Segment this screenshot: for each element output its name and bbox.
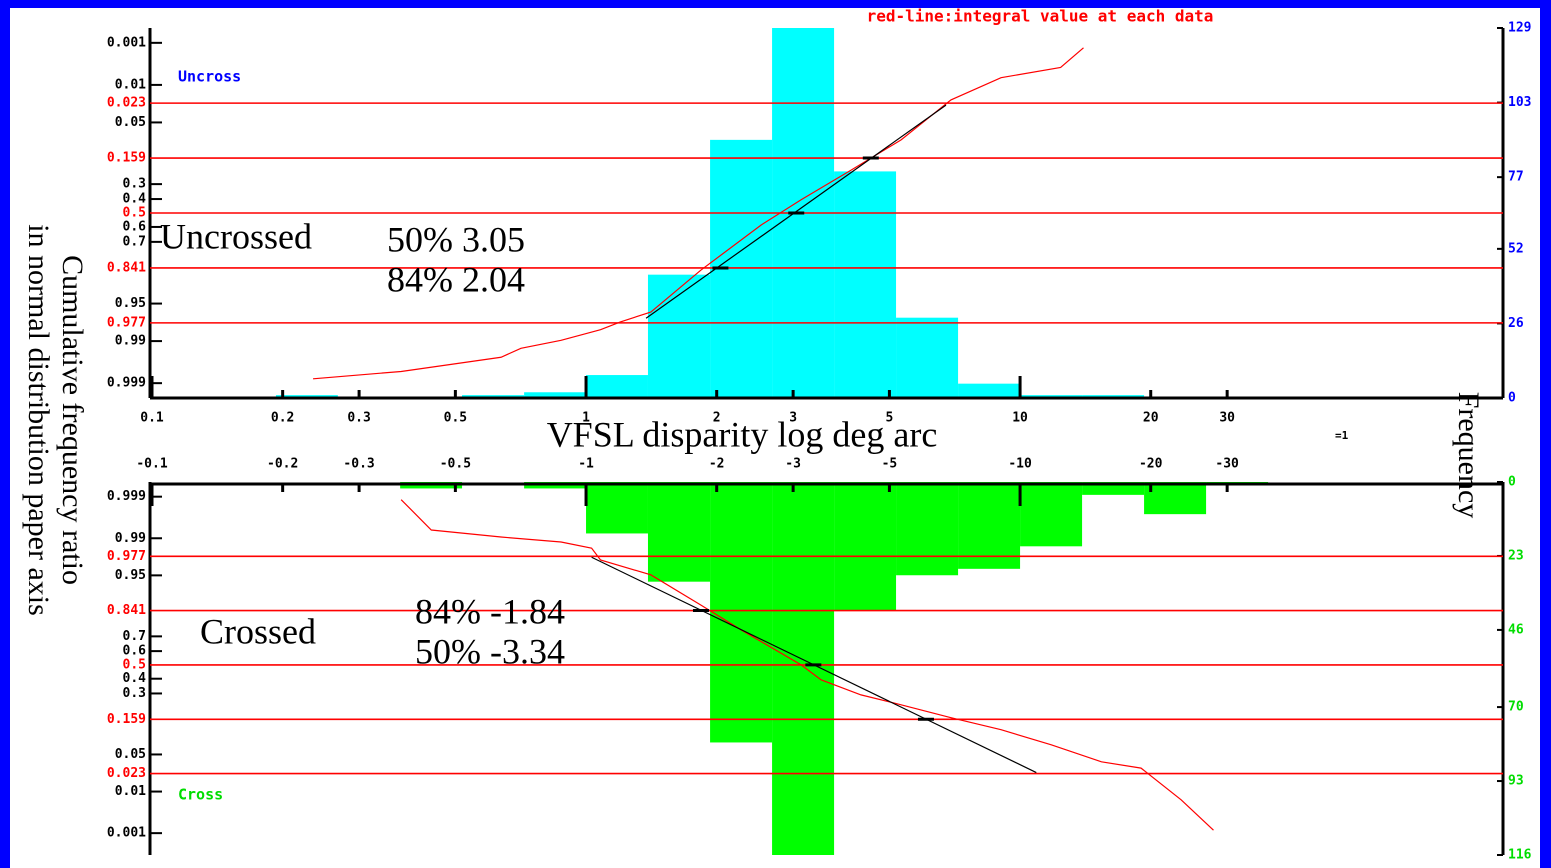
x-tick-label: -0.3	[343, 457, 374, 472]
reference-label: 0.841	[107, 603, 146, 618]
y-tick-label: 0.99	[115, 334, 146, 349]
y2-tick-label: 0	[1508, 391, 1516, 406]
group-label: Crossed	[200, 611, 316, 651]
annotation: 50% 3.05	[387, 219, 525, 259]
x-tick-label: 0.5	[444, 411, 467, 426]
y-tick-label: 0.7	[123, 234, 146, 249]
cumulative-curve	[400, 499, 1214, 831]
y-tick-label: 0.6	[123, 219, 147, 234]
y2-tick-label: 0	[1508, 475, 1516, 490]
y-tick-label: 0.001	[107, 35, 146, 50]
x-tick-label: -30	[1215, 457, 1239, 472]
panel-label: Cross	[178, 786, 223, 804]
y2-tick-label: 70	[1508, 700, 1524, 715]
x-tick-label: 30	[1219, 411, 1235, 426]
x-tick-label: 3	[789, 411, 797, 426]
histogram-bar	[647, 482, 711, 582]
header-note: red-line:integral value at each data	[867, 7, 1214, 26]
y-tick-label: 0.99	[115, 531, 146, 546]
reference-label: 0.159	[107, 712, 146, 727]
y-tick-label: 0.6	[123, 644, 147, 659]
reference-label: 0.023	[107, 766, 146, 781]
x-tick-label: 5	[885, 411, 893, 426]
y2-tick-label: 93	[1508, 774, 1524, 789]
histogram-bar	[958, 482, 1021, 569]
group-label: Uncrossed	[160, 216, 312, 256]
reference-label: 0.841	[107, 260, 146, 275]
y2-tick-label: 77	[1508, 170, 1524, 185]
cumulative-curve	[313, 47, 1084, 380]
y2-tick-label: 129	[1508, 21, 1531, 36]
x-tick-label: -2	[709, 457, 725, 472]
y-tick-label: 0.3	[123, 686, 146, 701]
panel-label: Uncross	[178, 68, 241, 86]
reference-label: 0.5	[123, 206, 146, 221]
x-tick-label: -0.5	[440, 457, 471, 472]
reference-label: 0.977	[107, 549, 146, 564]
y-tick-label: 0.7	[123, 629, 146, 644]
x-tick-label: 10	[1012, 411, 1028, 426]
x-axis-label: VFSL disparity log deg arc	[547, 414, 938, 454]
reference-label: 0.023	[107, 96, 146, 111]
y-axis-label: in normal distribution paper axis	[22, 224, 55, 616]
y-tick-label: 0.3	[123, 177, 146, 192]
x-tick-label: 2	[713, 411, 721, 426]
histogram-bar	[586, 375, 648, 398]
y2-tick-label: 116	[1508, 848, 1532, 863]
histogram-bar	[896, 317, 959, 398]
y-tick-label: 0.001	[107, 826, 146, 841]
x-tick-label: -5	[882, 457, 898, 472]
x-tick-label: -0.2	[267, 457, 298, 472]
histogram-bar	[1144, 482, 1207, 515]
y-tick-label: 0.01	[115, 784, 146, 799]
annotation: 84% -1.84	[415, 591, 565, 631]
histogram-bar	[896, 482, 959, 576]
x-tick-label: 1	[582, 411, 590, 426]
histogram-bar	[772, 482, 835, 855]
y-tick-label: 0.999	[107, 376, 146, 391]
histogram-bar	[834, 171, 897, 398]
y-tick-label: 0.4	[123, 671, 147, 686]
reference-label: 0.5	[123, 657, 146, 672]
x-tick-label: -1	[578, 457, 594, 472]
y2-tick-label: 26	[1508, 316, 1524, 331]
histogram-bar	[647, 274, 711, 398]
y-tick-label: 0.4	[123, 192, 147, 207]
x-tick-label: -20	[1139, 457, 1163, 472]
y-tick-label: 0.05	[115, 747, 146, 762]
x-tick-label: -3	[785, 457, 801, 472]
y2-tick-label: 103	[1508, 95, 1531, 110]
y2-axis-label: Frequency	[1452, 392, 1485, 519]
histogram-bar	[834, 482, 897, 611]
x-tick-label: 20	[1143, 411, 1159, 426]
x-tick-label: -0.1	[136, 457, 167, 472]
y2-tick-label: 46	[1508, 622, 1524, 637]
x-tick-label: -10	[1008, 457, 1032, 472]
x-tick-label: 0.2	[271, 411, 294, 426]
y-tick-label: 0.95	[115, 568, 146, 583]
y-tick-label: 0.05	[115, 115, 146, 130]
y-tick-label: 0.01	[115, 77, 146, 92]
x-tick-label: 0.1	[140, 411, 164, 426]
reference-label: 0.977	[107, 315, 146, 330]
y2-tick-label: 52	[1508, 241, 1524, 256]
reference-label: 0.159	[107, 151, 146, 166]
histogram-bar	[524, 392, 587, 398]
histogram-bar	[958, 383, 1021, 398]
y-axis-label: Cumulative frequency ratio	[56, 255, 89, 585]
scale-note: =1	[1335, 429, 1349, 442]
x-tick-label: 0.3	[347, 411, 370, 426]
y-tick-label: 0.95	[115, 296, 146, 311]
histogram-bar	[1020, 482, 1083, 547]
histogram-bar	[710, 482, 773, 743]
histogram-bar	[586, 482, 648, 534]
y2-tick-label: 23	[1508, 548, 1524, 563]
annotation: 84% 2.04	[387, 259, 525, 299]
annotation: 50% -3.34	[415, 631, 565, 671]
y-tick-label: 0.999	[107, 489, 146, 504]
